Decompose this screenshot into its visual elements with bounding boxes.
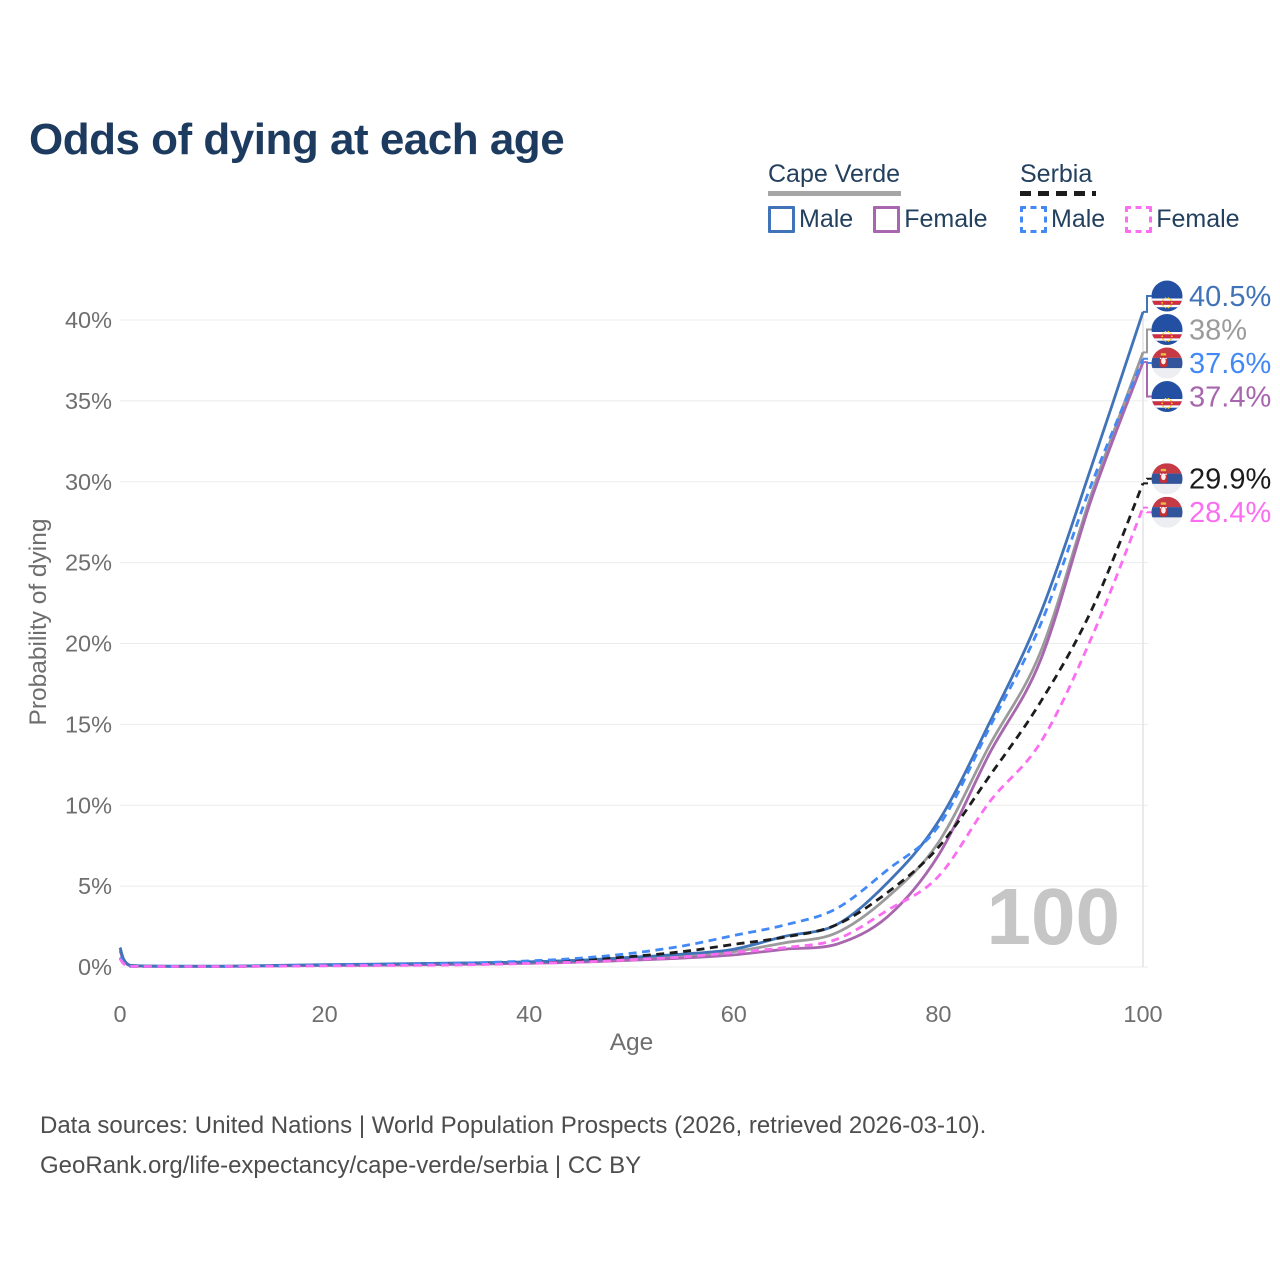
chart-footer: Data sources: United Nations | World Pop… [40,1106,986,1186]
y-tick-label: 5% [78,873,112,899]
serbia-flag-icon [1151,347,1183,379]
end-label-connector [1143,357,1152,364]
end-label-connector [1143,477,1152,485]
y-tick-label: 25% [65,550,112,576]
x-tick-label: 0 [113,1001,126,1027]
legend-swatch-cape-verde-male[interactable] [768,206,795,233]
legend-swatch-serbia-male[interactable] [1020,206,1047,233]
serbia-line-style-sample [1020,191,1096,196]
y-tick-label: 35% [65,388,112,414]
legend-label-serbia-male[interactable]: Male [1051,205,1106,233]
legend-group-serbia: Serbia Male Female [1020,160,1260,234]
legend-country-title-serbia[interactable]: Serbia [1020,160,1093,188]
legend-label-cape-verde-female[interactable]: Female [904,205,988,233]
series-end-value: 29.9% [1189,464,1271,496]
y-axis-title: Probability of dying [25,518,52,725]
end-label-connector [1143,328,1152,354]
cape-verde-flag-icon [1151,381,1183,413]
series-line-serbia-both[interactable] [118,482,1145,968]
cape-verde-flag-icon [1151,314,1183,346]
end-label-connector [1143,295,1152,313]
serbia-flag-icon [1151,496,1183,528]
y-tick-label: 40% [65,307,112,333]
legend-label-cape-verde-male[interactable]: Male [799,205,854,233]
legend-group-cape-verde: Cape Verde Male Female [768,160,1008,234]
series-end-value: 37.6% [1189,348,1271,380]
end-label-connector [1143,361,1152,398]
cape-verde-line-style-sample [768,191,901,196]
legend-country-title-cape-verde[interactable]: Cape Verde [768,160,901,188]
series-end-value: 37.4% [1189,382,1271,414]
series-line-cape-verde-male[interactable] [118,311,1145,968]
x-tick-label: 100 [1123,1001,1162,1027]
serbia-flag-icon [1151,463,1183,495]
x-tick-label: 20 [312,1001,338,1027]
legend-swatch-cape-verde-female[interactable] [873,206,901,233]
attribution-line: GeoRank.org/life-expectancy/cape-verde/s… [40,1152,642,1179]
x-tick-label: 60 [721,1001,747,1027]
series-end-value: 38% [1189,315,1247,347]
y-tick-label: 30% [65,469,112,495]
cape-verde-flag-icon [1151,280,1183,312]
y-tick-label: 0% [78,954,112,980]
series-line-serbia-female[interactable] [118,507,1145,968]
end-label-connector [1143,506,1152,514]
x-axis-title: Age [610,1029,654,1056]
legend-label-serbia-female[interactable]: Female [1156,205,1240,233]
y-tick-label: 10% [65,792,112,818]
x-tick-label: 80 [925,1001,951,1027]
x-tick-label: 40 [516,1001,542,1027]
y-tick-label: 20% [65,631,112,657]
series-end-value: 40.5% [1189,281,1271,313]
hover-age-watermark: 100 [987,872,1120,961]
series-end-value: 28.4% [1189,497,1271,529]
y-tick-label: 15% [65,711,112,737]
data-source-line: Data sources: United Nations | World Pop… [40,1112,987,1139]
legend-swatch-serbia-female[interactable] [1125,206,1153,233]
page-title: Odds of dying at each age [29,115,565,165]
